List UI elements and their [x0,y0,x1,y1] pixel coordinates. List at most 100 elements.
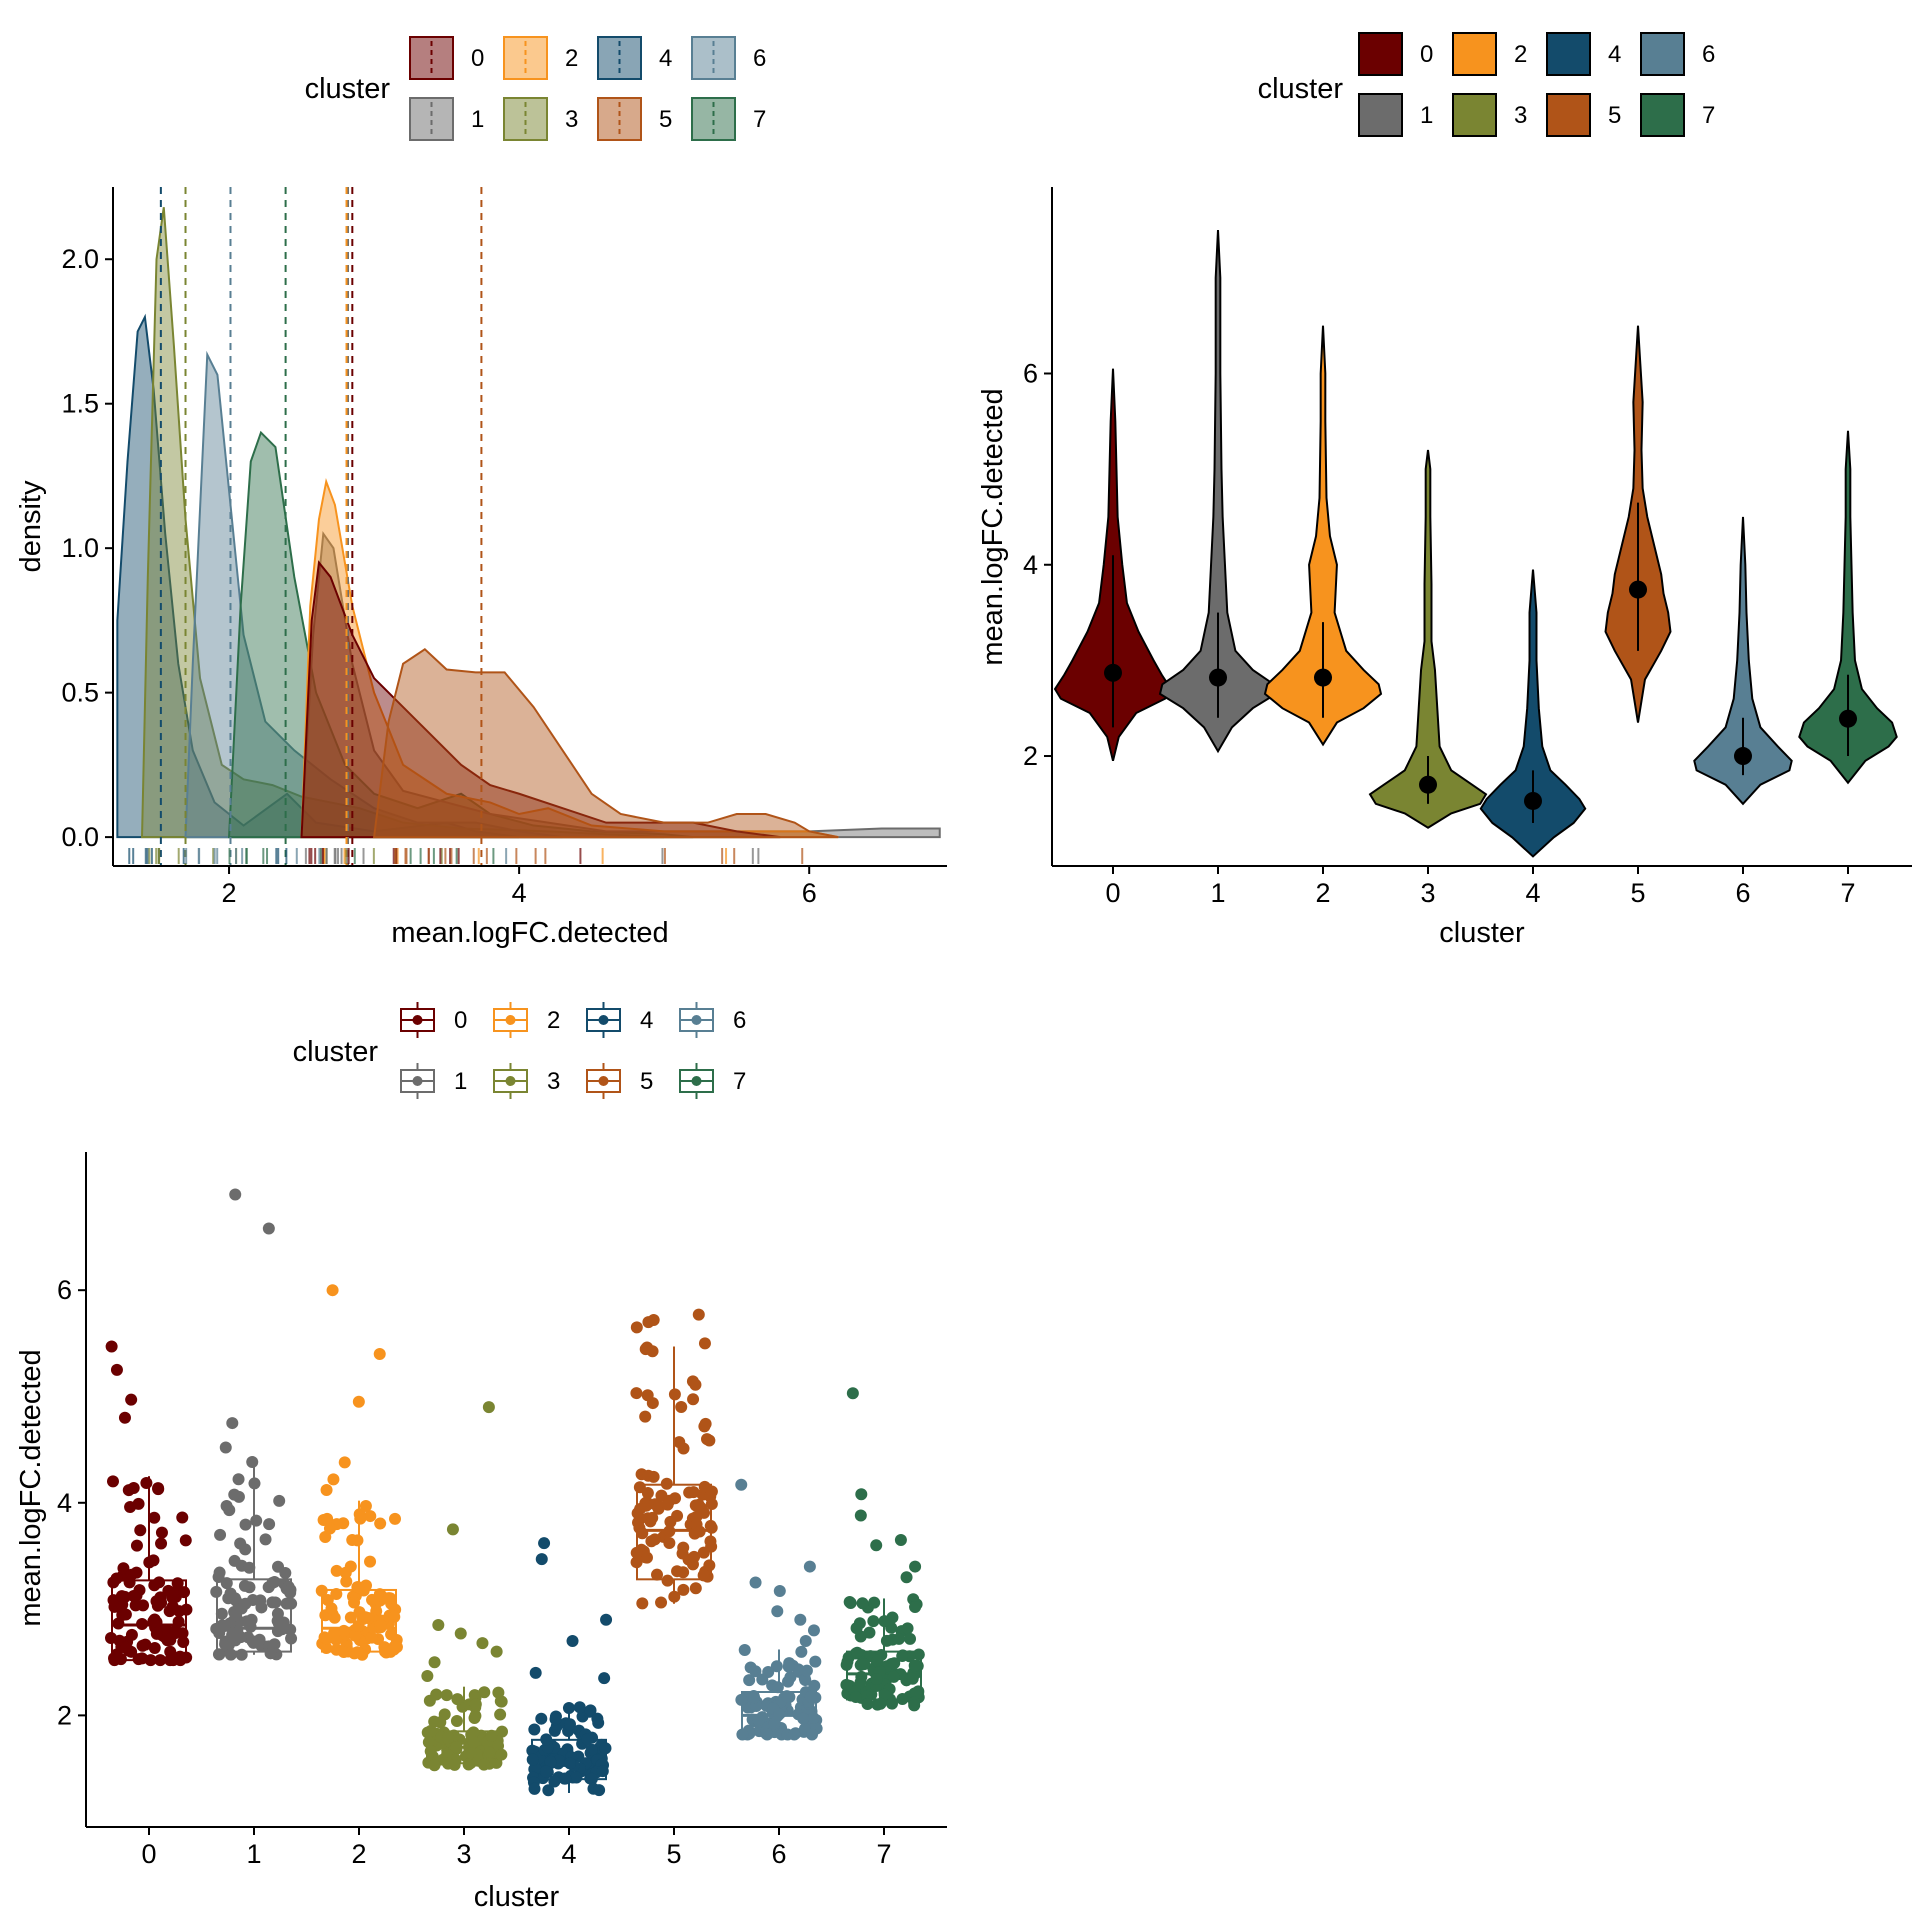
jitter-point [693,1525,706,1538]
legend-label: 0 [1420,41,1433,68]
jitter-point [248,1477,261,1490]
y-tick-label: 2 [1023,741,1038,771]
jitter-point [854,1509,867,1522]
legend-key-4: 4 [1546,32,1621,76]
jitter-point [743,1674,756,1687]
jitter-point [117,1562,130,1575]
jitter-point [269,1596,282,1609]
jitter-point [337,1645,350,1658]
jitter-point [494,1708,507,1721]
jitter-point [476,1637,489,1650]
jitter-point [424,1724,437,1737]
jitter-point [804,1690,817,1703]
jitter-point [263,1518,276,1531]
jitter-point [634,1502,647,1515]
jitter-point [108,1654,121,1667]
jitter-point [167,1654,180,1667]
jitter-point [155,1537,168,1550]
box-jitter-plot: cluster 0 1 2 3 4 5 6 7 2 4 6 0 1 2 3 4 5 6 7 cluster mean.lo… [15,1002,947,1913]
jitter-point [153,1576,166,1589]
jitter-point [359,1611,372,1624]
jitter-point [352,1395,365,1408]
x-tick-label: 7 [1840,878,1855,908]
jitter-point [581,1733,594,1746]
jitter-point [152,1483,165,1496]
jitter-point [771,1605,784,1618]
density-curve-3 [140,207,665,839]
jitter-point [118,1411,131,1424]
jitter-point [542,1784,555,1797]
jitter-point [600,1613,613,1626]
jitter-point [870,1672,883,1685]
jitter-point [904,1632,917,1645]
jitter-point [234,1631,247,1644]
density-curve-0 [300,560,781,839]
jitter-point [115,1590,128,1603]
jitter-point [485,1729,498,1742]
jitter-point [888,1657,901,1670]
jitter-point [704,1490,717,1503]
jitter-point [773,1585,786,1598]
jitter-point [132,1497,145,1510]
violin-mean-4 [1524,791,1542,810]
y-axis-title: mean.logFC.detected [15,1349,47,1626]
jitter-point [646,1345,659,1358]
jitter-point [697,1569,710,1582]
jitter-point [795,1645,808,1658]
y-tick-label: 0.0 [61,822,99,852]
jitter-point [164,1633,177,1646]
violin-mean-3 [1419,775,1437,794]
jitter-point [127,1589,140,1602]
jitter-point [365,1631,378,1644]
jitter-point [364,1555,377,1568]
jitter-point [663,1537,676,1550]
jitter-point [528,1723,541,1736]
jitter-point [840,1658,853,1671]
jitter-point [448,1758,461,1771]
legend-label: 0 [471,45,484,72]
jitter-point [373,1347,386,1360]
jitter-point [136,1639,149,1652]
legend-label: 3 [1514,102,1527,129]
density-curve-4 [116,313,520,839]
jitter-point [215,1607,228,1620]
jitter-point [878,1688,891,1701]
jitter-point [364,1510,377,1523]
jitter-point [671,1565,684,1578]
legend-label: 7 [1702,102,1715,129]
jitter-point [110,1572,123,1585]
jitter-point [119,1641,132,1654]
jitter-point [462,1758,475,1771]
y-tick-label: 6 [57,1275,72,1305]
jitter-point [125,1393,138,1406]
legend-label: 7 [733,1068,746,1095]
jitter-point [591,1712,604,1725]
x-tick-label: 5 [1630,878,1645,908]
jitter-point [894,1533,907,1546]
jitter-point [465,1747,478,1760]
jitter-point [239,1518,252,1531]
jitter-point [424,1745,437,1758]
jitter-point [235,1602,248,1615]
box-group-2 [315,1284,403,1661]
jitter-point [351,1646,364,1659]
jitter-point [788,1728,801,1741]
legend-label: 5 [640,1068,653,1095]
jitter-point [238,1579,251,1592]
jitter-point [327,1473,340,1486]
jitter-point [701,1433,714,1446]
jitter-point [136,1618,149,1631]
legend-label: 1 [471,106,484,133]
jitter-point [177,1636,190,1649]
jitter-point [639,1410,652,1423]
jitter-point [271,1607,284,1620]
legend-swatch [1640,32,1685,76]
jitter-point [771,1681,784,1694]
jitter-point [441,1731,454,1744]
jitter-point [564,1757,577,1770]
legend-key-6: 6 [691,36,766,80]
jitter-point [346,1534,359,1547]
jitter-point [896,1650,909,1663]
jitter-point [689,1499,702,1512]
density-curve-5 [372,648,839,839]
